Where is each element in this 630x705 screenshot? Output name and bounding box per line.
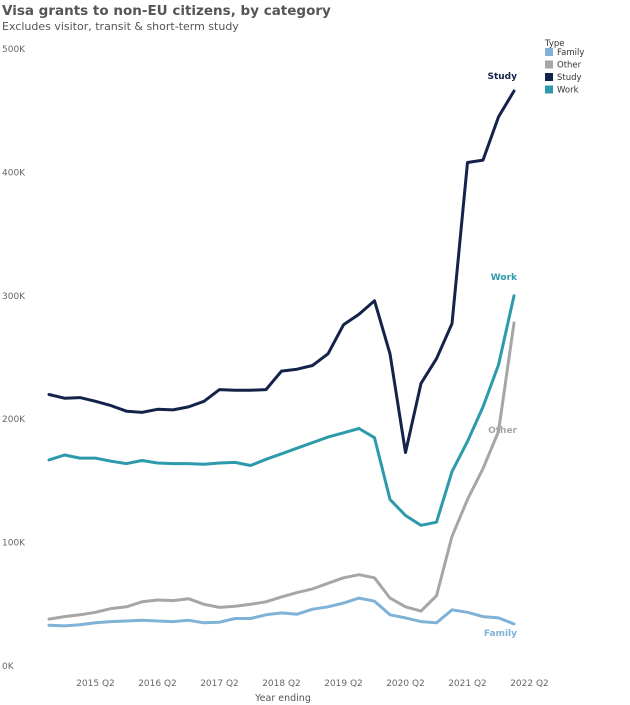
legend-entry-work: Work bbox=[557, 86, 579, 96]
legend-swatch-family bbox=[545, 48, 553, 56]
end-label-work: Work bbox=[491, 273, 518, 283]
x-tick-label: 2020 Q2 bbox=[386, 679, 425, 689]
end-label-family: Family bbox=[484, 629, 517, 639]
y-tick-label: 300K bbox=[2, 292, 26, 302]
legend-swatch-study bbox=[545, 73, 553, 81]
y-tick-label: 0K bbox=[2, 662, 15, 672]
end-label-other: Other bbox=[488, 426, 517, 436]
end-label-study: Study bbox=[487, 72, 517, 82]
y-tick-label: 100K bbox=[2, 539, 26, 549]
x-tick-label: 2015 Q2 bbox=[76, 679, 115, 689]
legend-entry-family: Family bbox=[557, 48, 584, 58]
x-tick-label: 2019 Q2 bbox=[324, 679, 363, 689]
series-line-family bbox=[47, 596, 516, 628]
x-tick-label: 2018 Q2 bbox=[262, 679, 301, 689]
series-line-work bbox=[47, 294, 516, 527]
series-lines bbox=[47, 89, 516, 628]
y-tick-label: 500K bbox=[2, 45, 26, 55]
series-line-other bbox=[47, 321, 516, 621]
legend-title: Type bbox=[544, 39, 565, 49]
legend-entry-other: Other bbox=[557, 61, 582, 71]
x-tick-label: 2021 Q2 bbox=[448, 679, 487, 689]
x-tick-label: 2022 Q2 bbox=[510, 679, 549, 689]
chart-title: Visa grants to non-EU citizens, by categ… bbox=[2, 3, 331, 19]
series-end-labels: Family Other Study Work bbox=[484, 72, 518, 639]
x-tick-label: 2017 Q2 bbox=[200, 679, 239, 689]
y-axis: 0K 100K 200K 300K 400K 500K bbox=[2, 45, 26, 672]
y-tick-label: 400K bbox=[2, 168, 26, 178]
y-tick-label: 200K bbox=[2, 415, 26, 425]
x-tick-label: 2016 Q2 bbox=[138, 679, 177, 689]
series-line-study bbox=[47, 89, 516, 454]
x-axis-label: Year ending bbox=[254, 693, 311, 704]
chart-subtitle: Excludes visitor, transit & short-term s… bbox=[2, 20, 239, 33]
legend-swatch-work bbox=[545, 85, 553, 94]
x-axis: 2015 Q2 2016 Q2 2017 Q2 2018 Q2 2019 Q2 2020 … bbox=[76, 679, 549, 689]
legend-swatch-other bbox=[545, 60, 553, 69]
legend-entry-study: Study bbox=[557, 73, 582, 83]
